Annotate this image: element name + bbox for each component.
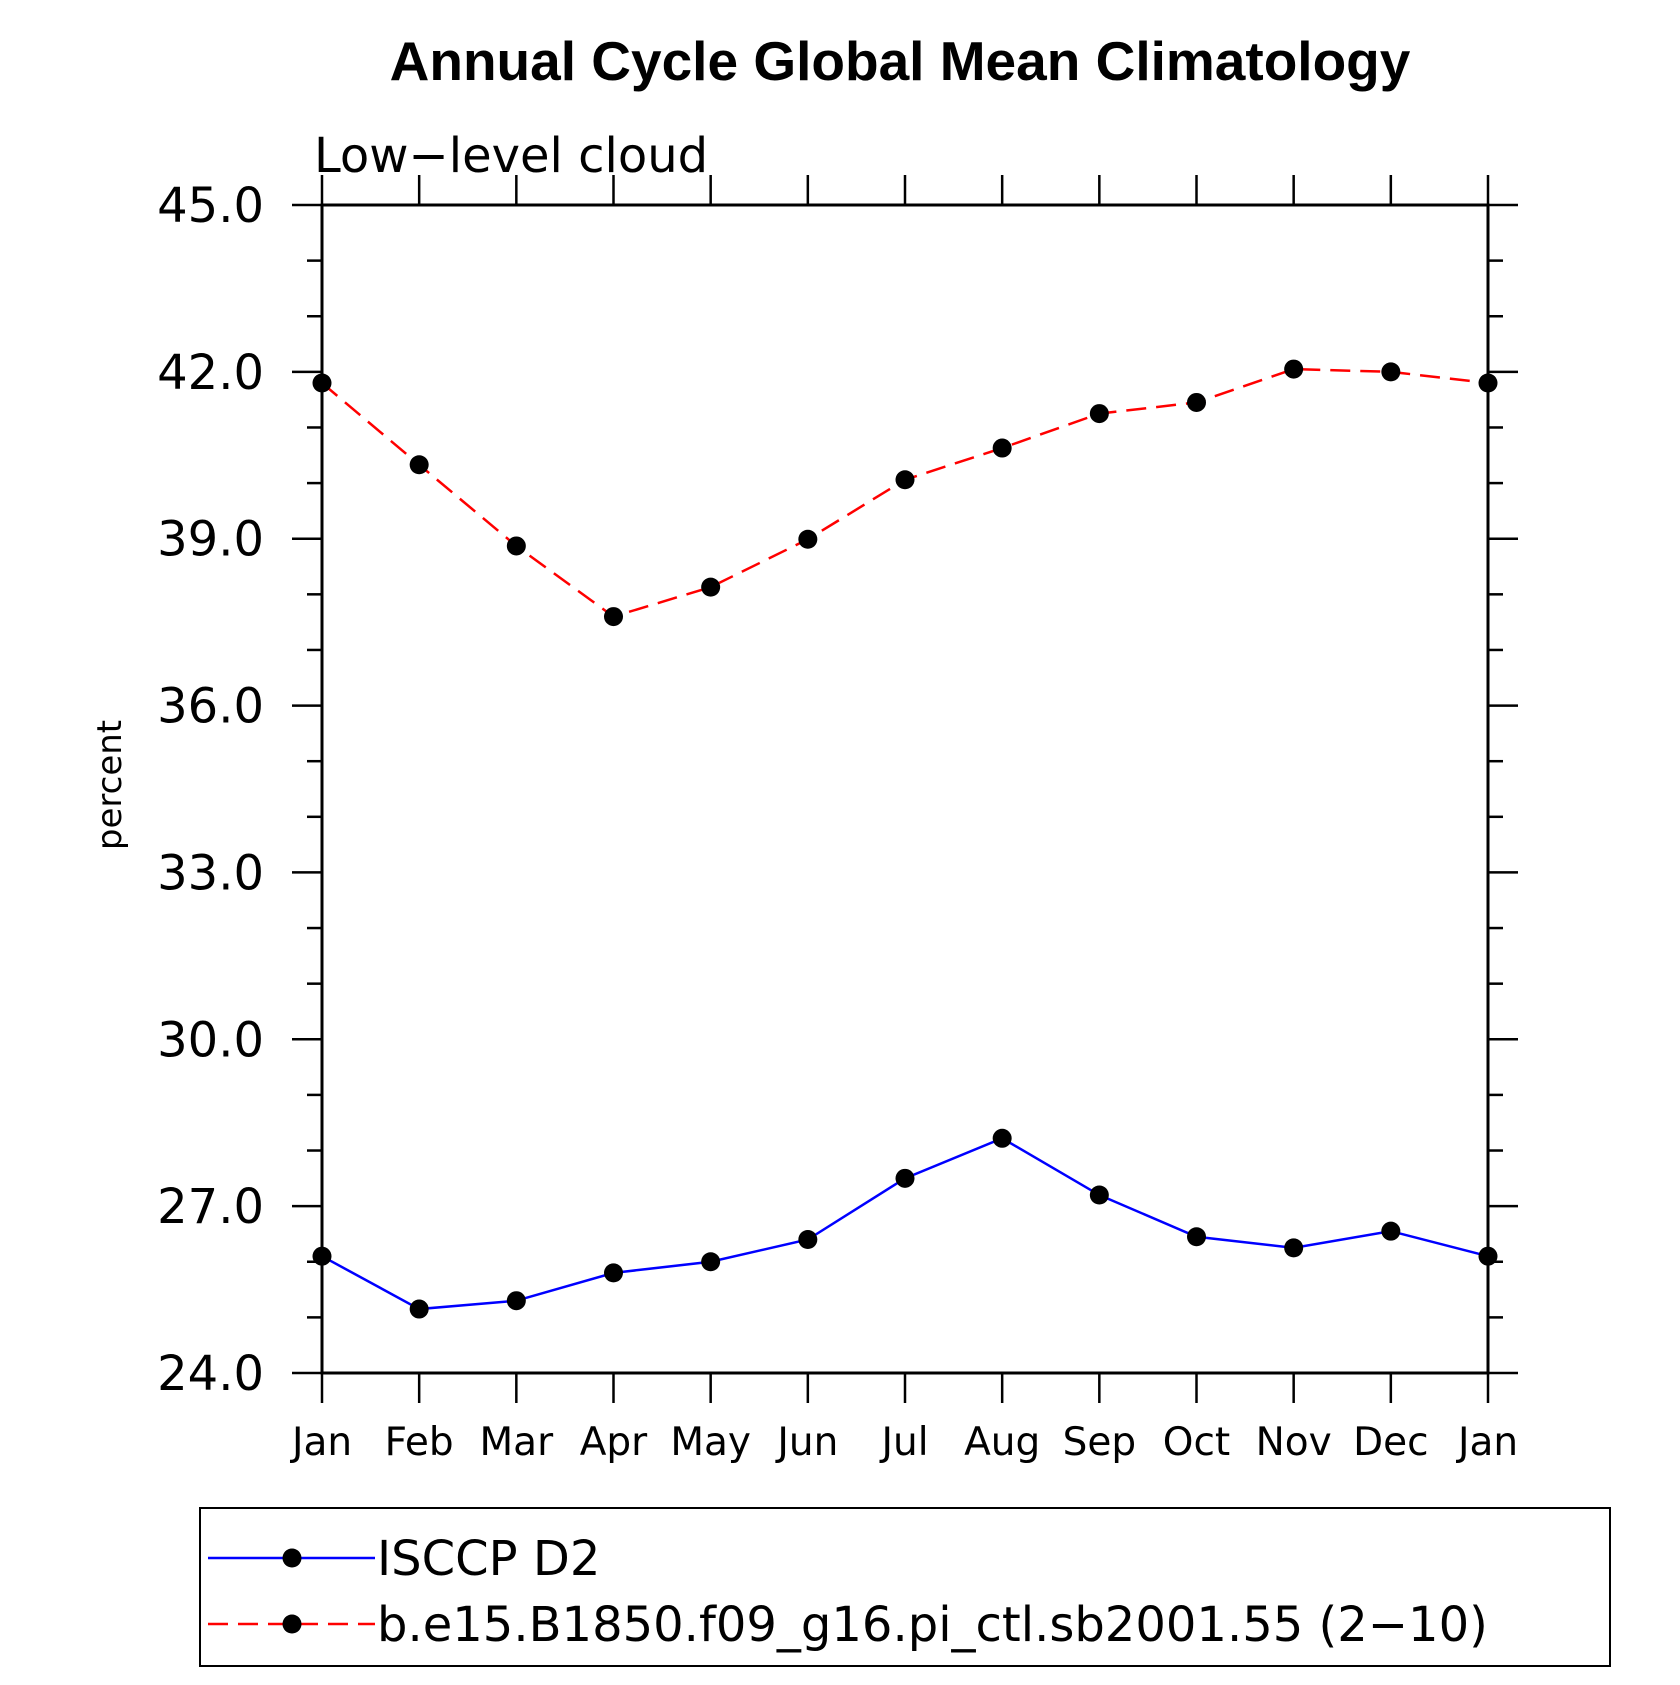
legend-label-0: ISCCP D2 bbox=[377, 1531, 600, 1587]
data-point-0 bbox=[1478, 1246, 1498, 1266]
data-point-1 bbox=[895, 470, 915, 490]
data-point-0 bbox=[604, 1263, 623, 1283]
data-point-0 bbox=[1284, 1238, 1304, 1258]
data-point-1 bbox=[1089, 404, 1109, 424]
data-point-0 bbox=[1381, 1221, 1401, 1241]
axes: 24.0 27.0 30.0 33.0 36.0 39.0 42.0 45.0 Jan Feb Ma… bbox=[157, 175, 1518, 1465]
x-tick-label: Jan bbox=[289, 1420, 352, 1465]
series-layer bbox=[312, 359, 1498, 1319]
chart-subtitle: Low−level cloud bbox=[314, 128, 708, 184]
plot-frame bbox=[320, 203, 1490, 1375]
x-tick-label: May bbox=[670, 1420, 751, 1465]
data-point-1 bbox=[1284, 359, 1304, 379]
x-tick-label: Jul bbox=[878, 1420, 928, 1465]
legend-marker-0 bbox=[282, 1548, 302, 1568]
x-tick-label: Nov bbox=[1256, 1420, 1332, 1465]
data-point-1 bbox=[1381, 362, 1401, 382]
y-tick-label: 33.0 bbox=[157, 845, 264, 901]
chart-title: Annual Cycle Global Mean Climatology bbox=[390, 30, 1411, 92]
x-tick-label: Oct bbox=[1163, 1420, 1230, 1465]
data-point-1 bbox=[701, 577, 721, 597]
data-point-1 bbox=[312, 373, 332, 393]
y-tick-label: 36.0 bbox=[157, 679, 264, 735]
data-point-0 bbox=[409, 1299, 429, 1319]
data-point-0 bbox=[1187, 1227, 1206, 1247]
x-tick-label: Feb bbox=[385, 1420, 454, 1465]
series-line-0 bbox=[321, 1136, 1489, 1311]
y-tick-label: 39.0 bbox=[157, 512, 264, 568]
x-tick-label: Apr bbox=[580, 1420, 648, 1465]
x-tick-label: Sep bbox=[1063, 1420, 1137, 1465]
data-point-1 bbox=[604, 607, 623, 627]
data-point-1 bbox=[1478, 373, 1498, 393]
data-point-1 bbox=[992, 438, 1012, 458]
data-point-0 bbox=[701, 1252, 721, 1272]
data-point-0 bbox=[798, 1230, 818, 1250]
x-tick-label: Jun bbox=[774, 1420, 838, 1465]
data-point-0 bbox=[312, 1246, 332, 1266]
data-point-0 bbox=[1089, 1185, 1109, 1205]
y-tick-label: 45.0 bbox=[157, 178, 264, 234]
x-tick-label: Dec bbox=[1353, 1420, 1428, 1465]
data-point-0 bbox=[992, 1128, 1012, 1148]
y-tick-label: 42.0 bbox=[157, 345, 264, 401]
x-tick-label: Aug bbox=[964, 1420, 1040, 1465]
data-point-1 bbox=[409, 455, 429, 475]
data-point-0 bbox=[506, 1291, 526, 1311]
legend: ISCCP D2 b.e15.B1850.f09_g16.pi_ctl.sb200… bbox=[199, 1507, 1611, 1667]
legend-box bbox=[199, 1507, 1611, 1667]
legend-marker-1 bbox=[282, 1614, 302, 1634]
legend-label-1: b.e15.B1850.f09_g16.pi_ctl.sb2001.55 (2−… bbox=[377, 1597, 1488, 1653]
x-tick-label: Mar bbox=[480, 1420, 555, 1465]
y-tick-label: 24.0 bbox=[157, 1346, 264, 1402]
series-line-1 bbox=[321, 367, 1489, 618]
y-tick-label: 30.0 bbox=[157, 1012, 264, 1068]
data-point-1 bbox=[506, 536, 526, 556]
data-point-1 bbox=[1187, 392, 1206, 412]
y-axis-label: percent bbox=[90, 720, 130, 850]
data-point-1 bbox=[798, 529, 818, 549]
x-tick-label: Jan bbox=[1455, 1420, 1518, 1465]
y-tick-label: 27.0 bbox=[157, 1179, 264, 1235]
data-point-0 bbox=[895, 1168, 915, 1188]
